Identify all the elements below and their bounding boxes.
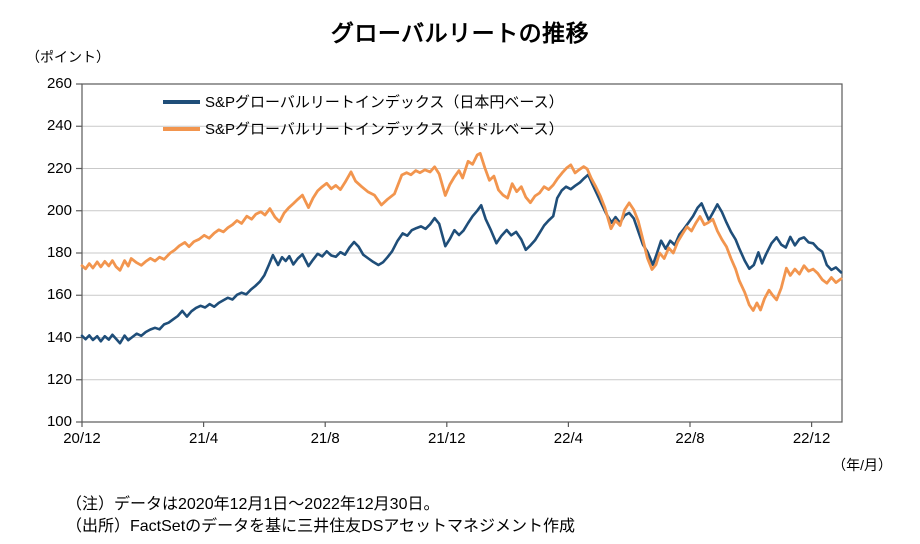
x-tick-label: 22/12: [792, 430, 831, 447]
y-tick-label: 240: [46, 117, 72, 135]
x-tick-label: 22/4: [553, 430, 583, 447]
x-tick-label: 22/8: [675, 430, 705, 447]
legend-label-jpy: S&Pグローバルリートインデックス（日本円ベース）: [205, 94, 564, 111]
note-data-range: （注）データは2020年12月1日～2022年12月30日。: [66, 496, 440, 513]
y-tick-label: 100: [46, 413, 72, 430]
legend-swatch-jpy-line-icon: [163, 99, 200, 104]
y-tick-label: 220: [46, 159, 72, 177]
legend-swatch-usd-line-icon: [163, 126, 200, 131]
y-tick-label: 140: [46, 328, 72, 346]
y-tick-label: 160: [46, 286, 72, 304]
legend-item-jpy: S&Pグローバルリートインデックス（日本円ベース）: [163, 88, 564, 115]
legend-label-usd: S&Pグローバルリートインデックス（米ドルベース）: [205, 121, 564, 138]
y-tick-label: 120: [46, 370, 72, 388]
series-line-usd: [80, 151, 843, 312]
x-tick-label: 21/8: [310, 430, 340, 447]
note-source: （出所）FactSetのデータを基に三井住友DSアセットマネジメント作成: [66, 518, 576, 535]
y-tick-label: 260: [46, 75, 72, 92]
legend: S&Pグローバルリートインデックス（日本円ベース） S&Pグローバルリートインデ…: [163, 88, 564, 142]
y-tick-label: 180: [46, 244, 72, 261]
x-axis-unit-label: （年/月）: [832, 457, 892, 473]
series-line-jpy: [80, 173, 843, 345]
chart-title: グローバルリートの推移: [330, 20, 590, 46]
x-tick-label: 21/12: [428, 430, 466, 447]
y-axis-unit-label: （ポイント）: [26, 49, 110, 65]
y-tick-label: 200: [46, 201, 72, 219]
x-tick-label: 21/4: [188, 430, 219, 447]
x-tick-label: 20/12: [63, 430, 101, 447]
legend-item-usd: S&Pグローバルリートインデックス（米ドルベース）: [163, 115, 564, 142]
